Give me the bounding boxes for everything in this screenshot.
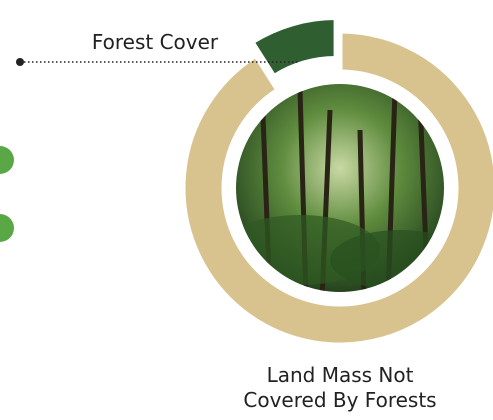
forest-photo [236,84,444,292]
slice-label: Land Mass Not Covered By Forests [243,363,437,412]
decor-dot [0,146,14,174]
leader-dot [16,58,24,66]
pie-slice [180,28,493,348]
slice-label: Forest Cover [91,30,219,54]
decor-dot [0,214,14,242]
